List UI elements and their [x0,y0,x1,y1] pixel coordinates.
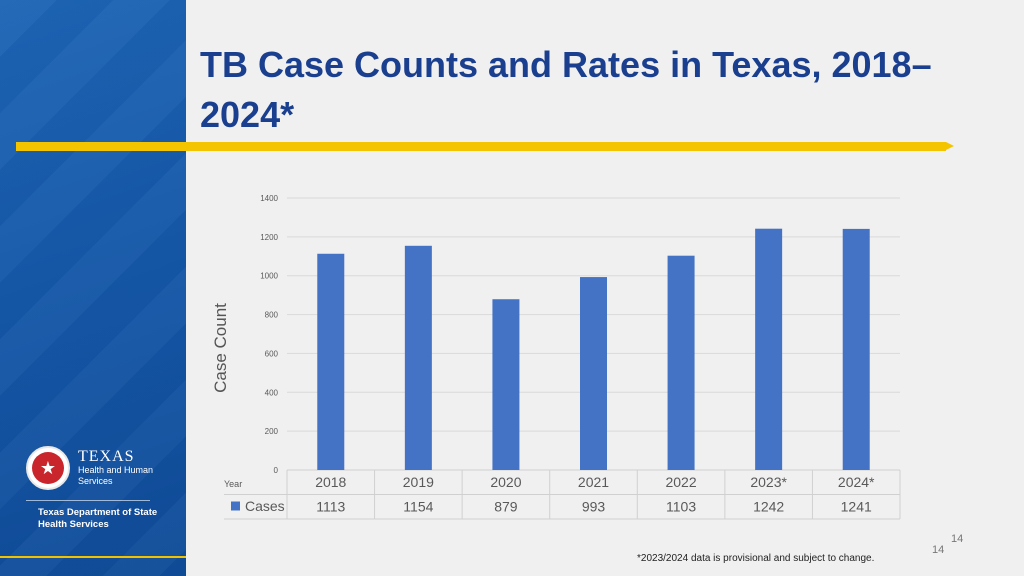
x-category-label: 2023* [750,474,787,490]
y-tick-label: 1400 [260,194,278,203]
dshs-line1: Texas Department of State [38,507,158,518]
y-tick-label: 600 [265,349,279,358]
x-category-label: 2024* [838,474,875,490]
bar-2020 [492,299,520,470]
dshs-line2: Health Services [38,519,109,530]
table-cell-value: 1241 [841,499,872,515]
y-tick-label: 800 [265,311,279,320]
table-cell-value: 1242 [753,499,784,515]
table-cell-value: 1113 [316,499,345,515]
bar-2021 [580,277,607,470]
dshs-label: Texas Department of State Health Service… [38,507,178,531]
table-cell-value: 1103 [666,499,696,515]
bar-2023 [755,228,783,470]
sidebar-accent-line [0,556,186,558]
table-cell-value: 1154 [403,499,433,515]
y-tick-label: 200 [265,427,279,436]
table-cell-value: 993 [582,499,606,515]
x-category-label: 2021 [578,474,609,490]
legend-label-cases: Cases [245,498,285,514]
title-underline-bar [16,142,954,151]
table-cell-value: 879 [494,499,518,515]
slide-title: TB Case Counts and Rates in Texas, 2018–… [200,44,932,135]
y-tick-label: 0 [274,466,279,475]
x-category-label: 2020 [490,474,521,490]
x-category-label: 2022 [665,474,696,490]
x-category-label: 2018 [315,474,346,490]
bar-2022 [667,255,695,470]
logo-sub-line1: Health and Human [78,465,154,475]
page-number-top: 14 [951,533,964,545]
bar-2024 [842,228,870,470]
table-row-label-year: Year [224,479,242,489]
y-tick-label: 1200 [260,233,278,242]
texas-seal-icon: ★ [26,446,70,490]
logo-texas-text: TEXAS [78,448,135,465]
y-tick-label: 1000 [260,272,278,281]
star-icon: ★ [39,458,57,478]
logo-divider [26,500,150,501]
page-number: 14 [932,544,945,556]
legend-swatch [231,501,240,511]
y-tick-label: 400 [265,388,279,397]
bar-2018 [317,253,345,470]
hhs-logo: ★ TEXAS Health and Human Services [26,446,153,490]
footnote: *2023/2024 data is provisional and subje… [637,553,875,564]
x-category-label: 2019 [403,474,434,490]
bar-2019 [404,245,432,470]
logo-sub-line2: Services [78,476,113,486]
